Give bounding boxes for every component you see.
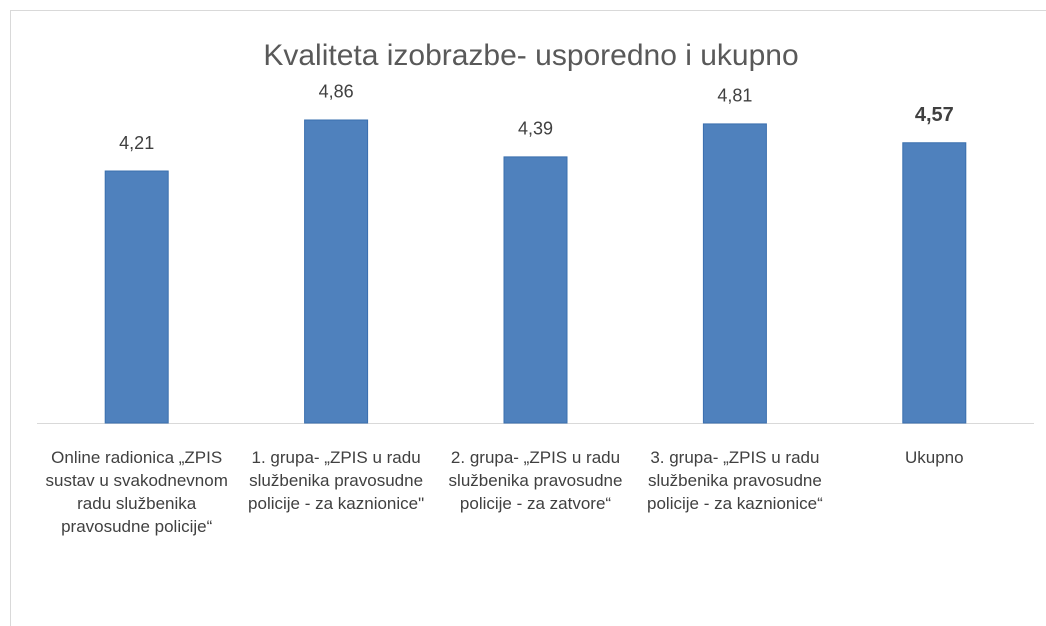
bar — [503, 156, 568, 424]
bar — [702, 123, 767, 424]
bar — [304, 119, 369, 424]
value-label: 4,57 — [915, 104, 954, 126]
value-label: 4,81 — [717, 86, 752, 106]
x-tick-label: 2. grupa- „ZPIS u radu službenika pravos… — [448, 448, 623, 513]
chart-frame — [10, 10, 1046, 626]
value-label: 4,86 — [319, 82, 354, 102]
value-label: 4,21 — [119, 133, 154, 153]
x-tick-label: Ukupno — [904, 448, 964, 467]
value-label: 4,39 — [518, 119, 553, 139]
x-tick-label: Online radionica „ZPIS sustav u svakodne… — [45, 448, 228, 536]
x-tick-label: 1. grupa- „ZPIS u radu službenika pravos… — [248, 448, 425, 513]
x-tick-label: 3. grupa- „ZPIS u radu službenika pravos… — [647, 448, 823, 513]
chart-title: Kvaliteta izobrazbe- usporedno i ukupno — [263, 39, 798, 72]
bar — [104, 170, 169, 424]
bar — [902, 142, 967, 424]
